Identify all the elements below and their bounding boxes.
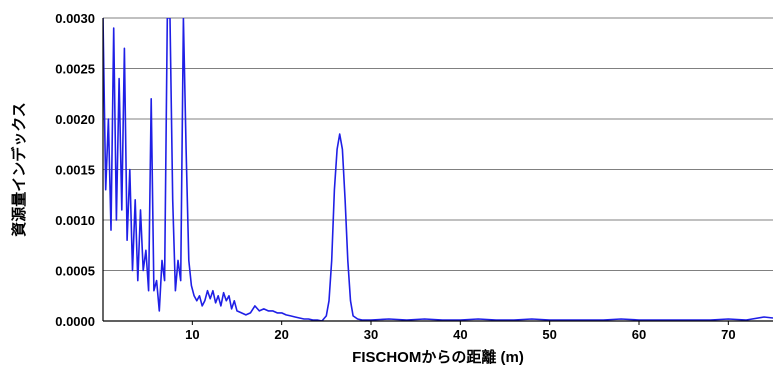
x-tick-label: 20 — [274, 327, 288, 342]
series-line — [103, 18, 773, 321]
y-axis-ticks: 0.0000 0.0005 0.0010 0.0015 0.0020 0.0025 0.00… — [55, 11, 95, 329]
x-tick-label: 60 — [632, 327, 646, 342]
x-tick-label: 10 — [185, 327, 199, 342]
x-tick-label: 70 — [721, 327, 735, 342]
x-tick-label: 50 — [542, 327, 556, 342]
x-axis-ticks: 10 20 30 40 50 60 70 — [185, 321, 736, 342]
y-tick-label: 0.0015 — [55, 163, 95, 178]
x-axis-label: FISCHOMからの距離 (m) — [352, 348, 524, 366]
y-tick-label: 0.0020 — [55, 112, 95, 127]
gridlines — [103, 17, 773, 271]
x-tick-label: 30 — [364, 327, 378, 342]
y-tick-label: 0.0030 — [55, 11, 95, 26]
axes — [102, 18, 773, 322]
y-tick-label: 0.0000 — [55, 314, 95, 329]
series-group — [103, 18, 773, 321]
y-tick-label: 0.0010 — [55, 213, 95, 228]
x-tick-label: 40 — [453, 327, 467, 342]
y-tick-label: 0.0025 — [55, 62, 95, 77]
y-axis-label: 資源量インデックス — [10, 102, 28, 237]
y-tick-label: 0.0005 — [55, 264, 95, 279]
